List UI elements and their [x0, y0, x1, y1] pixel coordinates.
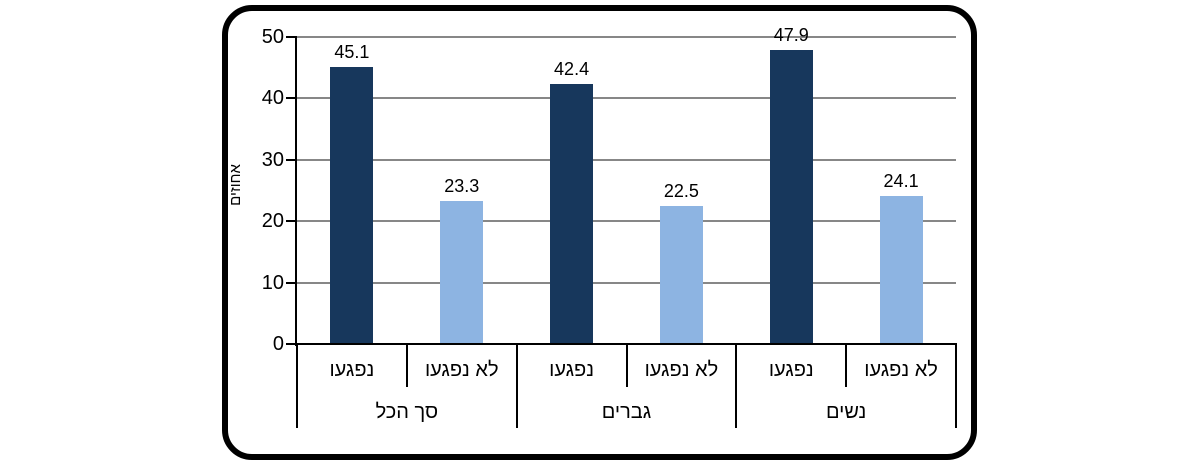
y-axis-tick — [286, 343, 297, 345]
bar-value-label: 24.1 — [883, 171, 919, 192]
bar-value-label: 22.5 — [663, 180, 699, 201]
x-category-label: לא נפגעו — [424, 359, 499, 381]
bar-נפגעו — [550, 83, 594, 344]
bar-נפגעו — [330, 67, 374, 344]
category-separator-tick — [625, 344, 628, 387]
y-tick-label: 40 — [261, 87, 284, 110]
y-tick-label: 50 — [261, 26, 284, 48]
x-category-label: נפגעו — [768, 359, 814, 381]
y-axis-line — [295, 37, 297, 346]
gridline — [297, 158, 956, 161]
category-separator-tick — [845, 344, 848, 387]
x-category-label: נפגעו — [329, 359, 375, 381]
group-separator-line — [515, 344, 518, 428]
bar-value-label: 47.9 — [773, 24, 809, 45]
gridline — [297, 36, 956, 38]
group-separator-line — [955, 344, 957, 428]
bar-נפגעו — [769, 49, 813, 344]
x-group-label: גברים — [601, 401, 652, 423]
y-axis-tick — [286, 97, 297, 100]
y-tick-label: 10 — [261, 271, 284, 294]
x-category-label: נפגעו — [549, 359, 595, 381]
bar-לא נפגעו — [659, 205, 703, 344]
bar-לא נפגעו — [879, 196, 923, 344]
bar-value-label: 42.4 — [554, 58, 590, 79]
category-separator-tick — [405, 344, 408, 387]
bar-value-label: 45.1 — [334, 42, 370, 63]
x-category-label: לא נפגעו — [644, 359, 719, 381]
x-group-label: נשים — [825, 401, 867, 423]
gridline — [297, 281, 956, 284]
y-axis-tick — [286, 220, 297, 223]
group-separator-line — [735, 344, 738, 428]
y-axis-tick — [286, 281, 297, 284]
y-tick-label: 0 — [272, 333, 284, 355]
gridline — [297, 97, 956, 100]
gridline — [297, 220, 956, 223]
group-separator-line — [296, 344, 298, 428]
x-group-label: סך הכל — [375, 401, 439, 423]
x-axis-line — [295, 343, 957, 345]
x-category-label: לא נפגעו — [864, 359, 938, 381]
bar-value-label: 23.3 — [444, 175, 480, 196]
y-axis-tick — [286, 158, 297, 161]
bar-לא נפגעו — [440, 200, 484, 344]
y-tick-label: 20 — [261, 210, 284, 233]
y-axis-tick — [286, 36, 297, 38]
y-tick-label: 30 — [261, 148, 284, 171]
